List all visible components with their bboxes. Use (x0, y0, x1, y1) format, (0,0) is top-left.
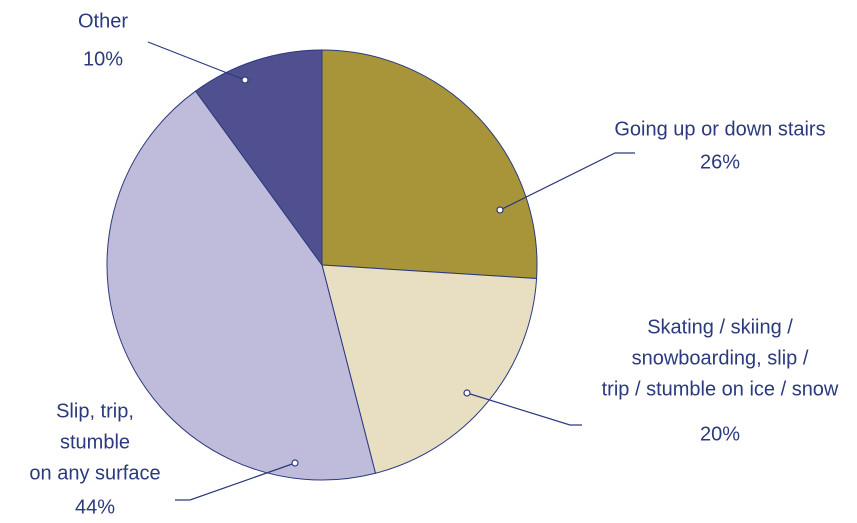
slice-label: Slip, trip, (56, 400, 134, 422)
leader-lines (147, 41, 635, 501)
value-label: 10% (83, 48, 123, 70)
slice (194, 49, 323, 267)
slice-label: Other (78, 10, 128, 32)
value-label: 44% (75, 496, 115, 518)
leader-dot (241, 76, 249, 84)
slice-label: Going up or down stairs (614, 118, 825, 140)
value-label: 20% (700, 423, 740, 445)
slice (106, 90, 377, 481)
leader-dot (463, 389, 471, 397)
slice (321, 264, 538, 474)
slice (321, 49, 538, 280)
slice-label: Skating / skiing / (647, 316, 793, 338)
leader-dot (496, 206, 504, 214)
slice-label: stumble (60, 431, 130, 453)
leader-line (175, 462, 296, 501)
leader-line (466, 392, 582, 426)
leader-line (499, 152, 635, 211)
slice-label: snowboarding, slip / (632, 347, 809, 369)
slice-label: on any surface (29, 462, 160, 484)
leader-line (147, 41, 246, 81)
pie (106, 49, 538, 481)
slice-label: trip / stumble on ice / snow (602, 378, 839, 400)
leader-dot (291, 459, 299, 467)
labels: Going up or down stairs 26% Skating / skii… (29, 10, 839, 518)
value-label: 26% (700, 151, 740, 173)
